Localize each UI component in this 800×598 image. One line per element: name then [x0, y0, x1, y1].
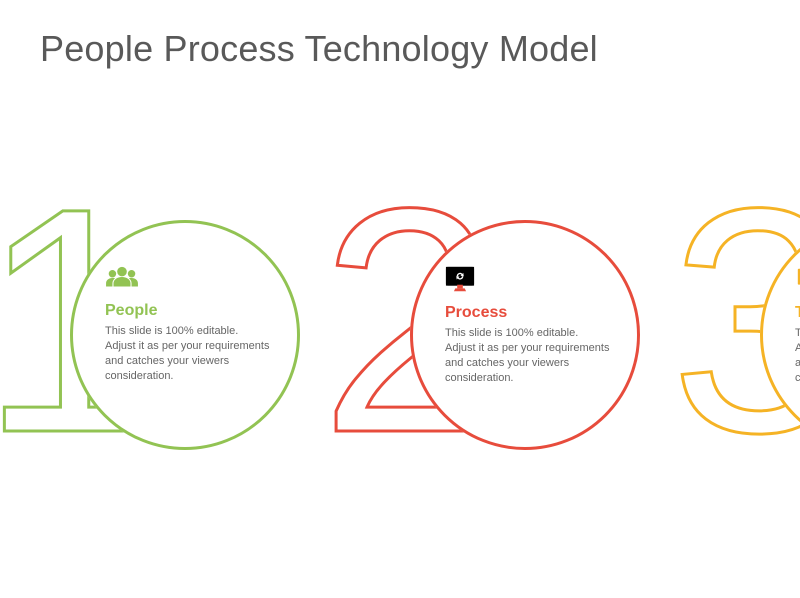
- slide-title: People Process Technology Model: [40, 28, 760, 70]
- content-people: People This slide is 100% editable. Adju…: [105, 265, 270, 383]
- item-process: 2: [380, 210, 640, 470]
- people-icon: [105, 265, 270, 296]
- content-process: Process This slide is 100% editable. Adj…: [445, 265, 610, 385]
- item-people: 1 People This slide is 100% editable. Ad…: [40, 210, 300, 470]
- content-technology: Technology This slide is 100% editable. …: [795, 265, 800, 385]
- body-technology: This slide is 100% editable. Adjust it a…: [795, 326, 800, 385]
- body-process: This slide is 100% editable. Adjust it a…: [445, 326, 610, 385]
- item-technology: 3 Technology This slide is 100% editable…: [730, 210, 800, 470]
- body-people: This slide is 100% editable. Adjust it a…: [105, 324, 270, 383]
- heading-people: People: [105, 302, 270, 320]
- tech-icon: [795, 265, 800, 298]
- heading-technology: Technology: [795, 304, 800, 322]
- items-row: 1 People This slide is 100% editable. Ad…: [0, 210, 800, 490]
- monitor-icon: [445, 265, 610, 298]
- slide: People Process Technology Model 1: [0, 0, 800, 598]
- heading-process: Process: [445, 304, 610, 322]
